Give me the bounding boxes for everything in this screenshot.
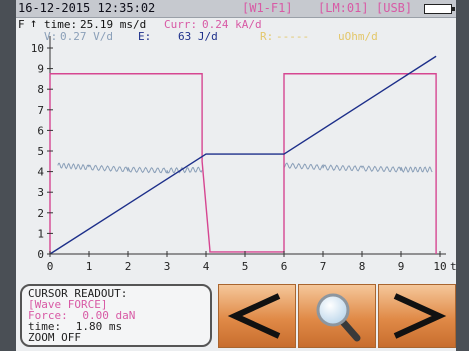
x-tick-label: 2 <box>125 260 132 273</box>
y-tick-label: 7 <box>37 104 44 117</box>
y-tick-label: 3 <box>37 186 44 199</box>
datetime: 16-12-2015 12:35:02 <box>18 1 155 15</box>
usb-indicator: [USB] <box>376 1 412 15</box>
zoom-state: ZOOM OFF <box>28 332 204 343</box>
chevron-right-icon <box>387 290 447 342</box>
x-tick-label: 1 <box>86 260 93 273</box>
previous-button[interactable] <box>218 284 296 348</box>
y-tick-label: 8 <box>37 83 44 96</box>
x-axis-label: t <box>450 260 456 273</box>
y-tick-label: 6 <box>37 124 44 137</box>
x-tick-label: 0 <box>47 260 54 273</box>
voltage-trace <box>284 163 432 172</box>
plot-traces <box>50 56 436 254</box>
x-tick-label: 3 <box>164 260 171 273</box>
y-tick-label: 1 <box>37 227 44 240</box>
time-readout-unit: ms <box>109 320 122 333</box>
oscilloscope-screen: 16-12-2015 12:35:02 [W1-F1] [LM:01] [USB… <box>16 0 456 351</box>
cursor-readout-panel[interactable]: CURSOR READOUT: [Wave FORCE] Force: 0.00… <box>20 284 212 347</box>
x-tick-label: 10 <box>433 260 446 273</box>
x-tick-label: 7 <box>320 260 327 273</box>
plot-ticks: 0 1 2 3 4 5 6 7 8 9 10 0 1 2 3 4 5 6 7 8 9 10 t <box>31 42 456 273</box>
energy-trace <box>50 56 436 254</box>
current-trace <box>50 74 436 254</box>
magnifier-icon <box>307 288 367 344</box>
y-tick-label: 9 <box>37 63 44 76</box>
x-tick-label: 8 <box>359 260 366 273</box>
zoom-button[interactable] <box>298 284 376 348</box>
x-tick-label: 6 <box>281 260 288 273</box>
y-tick-label: 10 <box>31 42 44 55</box>
x-tick-label: 4 <box>203 260 210 273</box>
next-button[interactable] <box>378 284 456 348</box>
voltage-trace <box>58 163 202 173</box>
y-tick-label: 5 <box>37 145 44 158</box>
chevron-left-icon <box>227 290 287 342</box>
status-bar: 16-12-2015 12:35:02 [W1-F1] [LM:01] [USB… <box>16 0 456 18</box>
battery-icon <box>424 4 452 14</box>
y-tick-label: 0 <box>37 248 44 261</box>
y-tick-label: 4 <box>37 166 44 179</box>
x-tick-label: 9 <box>398 260 405 273</box>
channel-2-indicator: [LM:01] <box>318 1 369 15</box>
y-tick-label: 2 <box>37 207 44 220</box>
channel-1-indicator: [W1-F1] <box>242 1 293 15</box>
plot-grid <box>50 36 446 254</box>
waveform-plot: 0 1 2 3 4 5 6 7 8 9 10 0 1 2 3 4 5 6 7 8 9 10 t <box>16 18 456 284</box>
x-tick-label: 5 <box>242 260 249 273</box>
